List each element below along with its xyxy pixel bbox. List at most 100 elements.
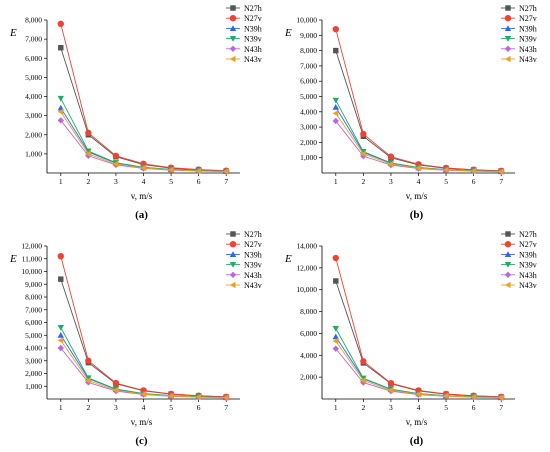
chart-panel-d: 2,000 4,000 6,000 8,000 10,000 12,000 14,000 1 2… bbox=[284, 230, 537, 447]
x-tick-label: 3 bbox=[114, 403, 118, 412]
data-point-n27v bbox=[332, 25, 339, 33]
x-tick-label: 5 bbox=[444, 177, 448, 186]
y-tick-label: 1,000 bbox=[25, 382, 42, 391]
x-tick-label: 2 bbox=[86, 177, 90, 186]
data-point-n43h bbox=[57, 344, 64, 352]
legend-label: N43v bbox=[244, 55, 262, 64]
legend-marker bbox=[229, 15, 237, 22]
legend-marker bbox=[229, 25, 237, 31]
chart-panel-b: 1,000 2,000 3,000 4,000 5,000 6,000 7,000 8,000… bbox=[284, 4, 537, 221]
y-tick-label: 10,000 bbox=[296, 285, 317, 294]
y-tick-label: 4,000 bbox=[300, 107, 317, 116]
data-point-n27v bbox=[85, 129, 92, 137]
legend-label: N43h bbox=[519, 45, 537, 54]
y-tick-label: 12,000 bbox=[21, 242, 42, 251]
data-point-n27v bbox=[332, 254, 339, 262]
x-tick-label: 2 bbox=[86, 403, 90, 412]
x-axis-title: v, m/s bbox=[406, 191, 428, 201]
x-tick-label: 7 bbox=[499, 177, 503, 186]
x-tick-label: 4 bbox=[142, 403, 146, 412]
legend-label: N39v bbox=[244, 261, 262, 270]
series-line-n39v bbox=[60, 327, 227, 398]
legend-label: N27h bbox=[519, 4, 537, 13]
panel-caption: (a) bbox=[135, 209, 148, 221]
data-point-n27v bbox=[387, 153, 395, 160]
x-axis-title: v, m/s bbox=[406, 417, 428, 427]
data-point-n27h bbox=[333, 278, 339, 284]
legend-marker bbox=[504, 36, 512, 42]
y-tick-label: 2,000 bbox=[300, 138, 317, 147]
legend-marker bbox=[505, 231, 511, 237]
legend-marker bbox=[229, 55, 236, 63]
data-point-n27v bbox=[85, 357, 92, 364]
legend-marker bbox=[230, 231, 236, 237]
legend-marker bbox=[504, 241, 512, 248]
x-tick-label: 3 bbox=[389, 177, 393, 186]
data-point-n43v bbox=[360, 150, 366, 158]
y-tick-label: 8,000 bbox=[25, 16, 42, 25]
legend-marker bbox=[504, 281, 511, 289]
legend-label: N39v bbox=[244, 35, 262, 44]
y-tick-label: 2,000 bbox=[300, 373, 317, 382]
legend-label: N39h bbox=[244, 24, 262, 33]
data-point-n43v bbox=[140, 164, 147, 172]
legend-marker bbox=[229, 271, 237, 278]
x-tick-label: 1 bbox=[334, 177, 338, 186]
data-point-n39v bbox=[360, 375, 367, 382]
y-tick-label: 8,000 bbox=[25, 293, 42, 302]
data-point-n43v bbox=[195, 167, 202, 175]
data-point-n43v bbox=[57, 108, 64, 115]
data-point-n43h bbox=[332, 345, 339, 352]
data-point-n43v bbox=[498, 168, 504, 175]
y-axis-title: E bbox=[9, 253, 17, 265]
legend-marker bbox=[229, 45, 237, 52]
y-tick-label: 14,000 bbox=[296, 242, 317, 251]
data-point-n43v bbox=[387, 387, 394, 394]
x-tick-label: 5 bbox=[169, 403, 173, 412]
x-tick-label: 5 bbox=[444, 403, 448, 412]
legend-marker bbox=[229, 262, 237, 268]
data-point-n27h bbox=[58, 45, 64, 51]
panel-caption: (c) bbox=[135, 435, 148, 447]
x-tick-label: 7 bbox=[224, 403, 228, 412]
data-point-n43v bbox=[360, 377, 366, 384]
legend-marker bbox=[504, 271, 512, 278]
x-tick-label: 6 bbox=[197, 403, 201, 412]
x-axis-title: v, m/s bbox=[131, 191, 153, 201]
legend-label: N43v bbox=[519, 281, 537, 290]
legend-marker bbox=[504, 251, 512, 257]
data-point-n43v bbox=[442, 166, 449, 174]
data-point-n39v bbox=[332, 325, 339, 332]
y-tick-label: 3,000 bbox=[25, 356, 42, 365]
data-point-n43h bbox=[57, 117, 64, 124]
y-tick-label: 5,000 bbox=[25, 331, 42, 340]
legend-marker bbox=[229, 251, 237, 257]
y-tick-label: 6,000 bbox=[25, 318, 42, 327]
data-point-n39h bbox=[57, 332, 64, 338]
chart-panel-c: 1,000 2,000 3,000 4,000 5,000 6,000 7,000 8,000… bbox=[9, 230, 262, 447]
x-tick-label: 1 bbox=[334, 403, 338, 412]
data-point-n27v bbox=[57, 253, 64, 260]
x-tick-label: 2 bbox=[361, 177, 365, 186]
y-tick-label: 10,000 bbox=[21, 267, 42, 276]
y-tick-label: 3,000 bbox=[300, 123, 317, 132]
legend-label: N27h bbox=[519, 230, 537, 239]
legend-marker bbox=[229, 241, 237, 248]
legend-label: N27v bbox=[519, 240, 537, 249]
x-tick-label: 5 bbox=[169, 177, 173, 186]
data-point-n43v bbox=[57, 337, 64, 344]
legend-label: N27v bbox=[244, 14, 262, 23]
series-line-n39v bbox=[335, 100, 502, 172]
data-point-n43v bbox=[442, 392, 449, 400]
x-tick-label: 6 bbox=[472, 177, 476, 186]
data-point-n39v bbox=[85, 148, 92, 155]
data-point-n27v bbox=[57, 20, 64, 28]
x-tick-label: 4 bbox=[142, 177, 146, 186]
x-tick-label: 4 bbox=[417, 177, 421, 186]
series-line-n39v bbox=[60, 98, 227, 172]
data-point-n39v bbox=[57, 95, 64, 102]
x-tick-label: 6 bbox=[197, 177, 201, 186]
data-point-n39v bbox=[57, 325, 64, 331]
legend-label: N27h bbox=[244, 4, 262, 13]
